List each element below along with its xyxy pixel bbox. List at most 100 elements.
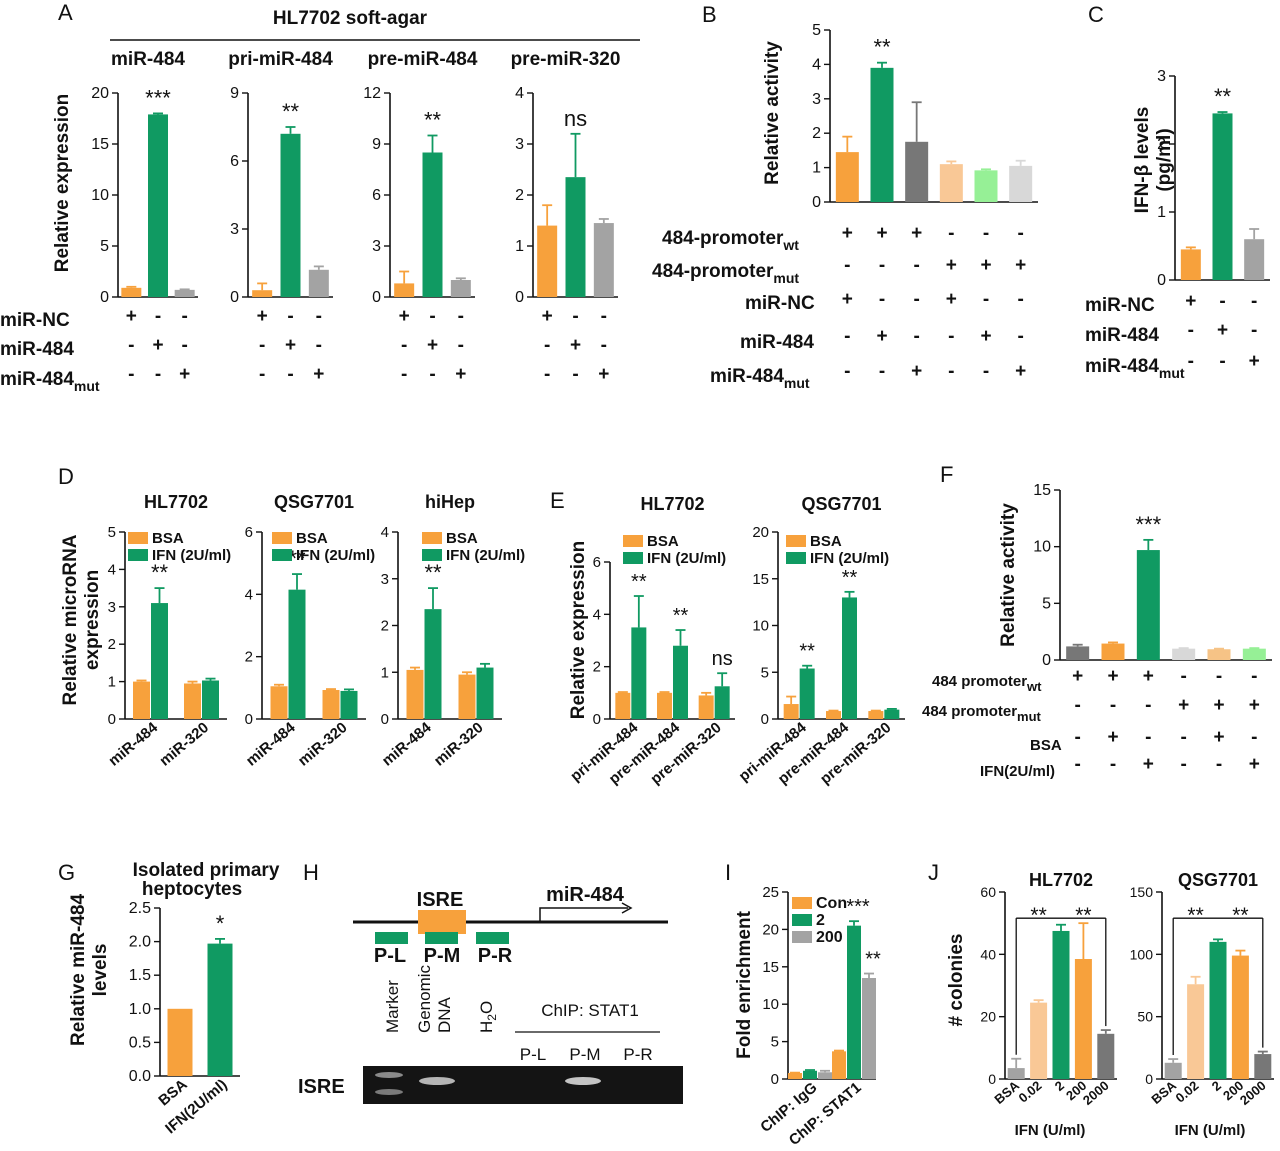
j1-xlabel: IFN (U/ml) [1015, 1122, 1086, 1139]
legend-e2-swatch-1 [786, 552, 806, 564]
c9-bar-1-1 [673, 645, 688, 719]
c4-row3-sym-4: + [980, 326, 991, 347]
legend-i-label-2: 200 [816, 929, 843, 946]
c3-row0-sym-2: - [601, 306, 607, 327]
c7-ytick-label-3: 6 [245, 524, 253, 541]
c4-bar-5 [1009, 165, 1033, 202]
c8-bar-0-0 [406, 669, 424, 719]
c5-ytick-label-3: 3 [1157, 68, 1166, 85]
c6-annotation: ** [151, 560, 169, 585]
c2-bar-0 [394, 283, 415, 297]
c3-subtitle: pre-miR-320 [511, 49, 621, 70]
c4-row3-sym-5: - [1018, 326, 1024, 347]
panel-h-gene-diagram: ISRE miR-484 P-L P-M P-R [353, 884, 668, 967]
c13-bar-0-0 [788, 1073, 802, 1079]
gel-lane-pl: P-L [520, 1045, 546, 1064]
c-row-mir484: miR-484 [1085, 325, 1159, 346]
c4-row1-sym-4: + [980, 255, 991, 276]
c2-row1-sym-2: - [458, 335, 464, 356]
c3-annotation: ns [564, 106, 587, 131]
panel-label-f: F [940, 462, 953, 487]
legend-e1-label-1: IFN (2U/ml) [647, 550, 726, 567]
gel-lane-h2o: H2O [477, 1001, 499, 1033]
gel-lane-pm: P-M [569, 1045, 600, 1064]
c0-bar-1 [148, 114, 168, 297]
c9-ytick-label-1: 2 [593, 659, 601, 676]
panel-e-ylabel: Relative expression [568, 541, 589, 719]
c5-ytick-label-0: 0 [1157, 272, 1166, 289]
c2-annotation: ** [424, 108, 442, 133]
isre-box [418, 910, 466, 934]
legend-d1-label-1: IFN (2U/ml) [152, 547, 231, 564]
panel-d-ylabel-2: expression [82, 570, 103, 670]
c8-ytick-label-4: 4 [381, 524, 389, 541]
c12-bar-0 [167, 1008, 193, 1076]
c9-ytick-label-0: 0 [593, 711, 601, 728]
legend-e2-label-0: BSA [810, 533, 842, 550]
c2-bar-1 [422, 152, 443, 297]
c2-ytick-label-0: 0 [372, 289, 381, 306]
c12-ytick-label-0: 0.0 [129, 1068, 151, 1085]
c9-bar-1-0 [657, 692, 672, 719]
c14-annotation-1: ** [1075, 904, 1091, 927]
c11-row1-sym-5: + [1249, 695, 1260, 716]
c2-ytick-label-3: 9 [372, 136, 381, 153]
panel-j-ylabel: # colonies [946, 934, 967, 1027]
panel-a-ylabel: Relative expression [52, 94, 73, 272]
c5-row0-sym-0: + [1185, 291, 1196, 312]
c9-subtitle: HL7702 [640, 494, 704, 514]
legend-d2-swatch-1 [272, 549, 292, 561]
c6-ytick-label-3: 3 [108, 599, 116, 616]
c3-row2-sym-2: + [598, 364, 609, 385]
c11-row1-sym-1: - [1110, 695, 1116, 716]
isre-label: ISRE [417, 889, 464, 911]
c2-subtitle: pre-miR-484 [368, 49, 478, 70]
c4-row0-sym-2: + [911, 223, 922, 244]
gel-lane-pr: P-R [623, 1045, 652, 1064]
c1-row0-sym-1: - [287, 306, 293, 327]
c3-row1-sym-2: - [601, 335, 607, 356]
c4-row0-sym-1: + [876, 223, 887, 244]
c6-ytick-label-5: 5 [108, 524, 116, 541]
c7-annotation: ** [288, 546, 306, 571]
panel-label-g: G [58, 860, 75, 885]
c3-ytick-label-1: 1 [515, 238, 524, 255]
c7-bar-0-0 [270, 686, 288, 719]
c11-ytick-label-0: 0 [1042, 652, 1051, 669]
c4-row0-sym-5: - [1018, 223, 1024, 244]
legend-e2-swatch-0 [786, 535, 806, 547]
c5-bar-1 [1212, 113, 1233, 281]
c10-bar-0-1 [799, 668, 815, 719]
gel-band-pm [565, 1077, 601, 1085]
c7-ytick-label-0: 0 [245, 711, 253, 728]
c14-xtick-4: 2000 [1080, 1078, 1112, 1108]
panel-b-ylabel: Relative activity [762, 41, 783, 185]
c10-bar-1-1 [842, 597, 857, 719]
c5-row1-sym-1: + [1217, 320, 1228, 341]
c5-annotation: ** [1214, 84, 1232, 109]
c10-bar-2-0 [868, 711, 884, 719]
c0-ytick-label-2: 10 [91, 187, 109, 204]
c7-xtick-1: miR-320 [295, 719, 351, 770]
primer-pr-label: P-R [478, 945, 513, 967]
panel-c-ylabel-1: IFN-β levels [1132, 107, 1153, 214]
panel-g-ylabel-2: levels [90, 944, 111, 997]
c4-bar-0 [835, 152, 859, 202]
c4-row2-sym-1: - [879, 289, 885, 310]
a-row-mir484mut: miR-484mut [0, 369, 100, 394]
c12-ytick-label-1: 0.5 [129, 1034, 151, 1051]
primer-pr [476, 932, 509, 944]
c14-subtitle: HL7702 [1029, 870, 1093, 890]
c15-ytick-label-0: 0 [1145, 1071, 1153, 1087]
c11-bar-3 [1172, 648, 1196, 660]
f-row-ifn: IFN(2U/ml) [980, 763, 1055, 780]
c3-ytick-label-2: 2 [515, 187, 524, 204]
c13-bar-1-2 [862, 978, 876, 1079]
c10-ytick-label-4: 20 [752, 524, 769, 541]
f-row-bsa: BSA [1030, 737, 1062, 754]
c14-ytick-label-0: 0 [988, 1071, 996, 1087]
b-row-p484mut: 484-promotermut [652, 261, 799, 286]
c10-bar-2-1 [884, 709, 900, 719]
c7-subtitle: QSG7701 [274, 492, 354, 512]
